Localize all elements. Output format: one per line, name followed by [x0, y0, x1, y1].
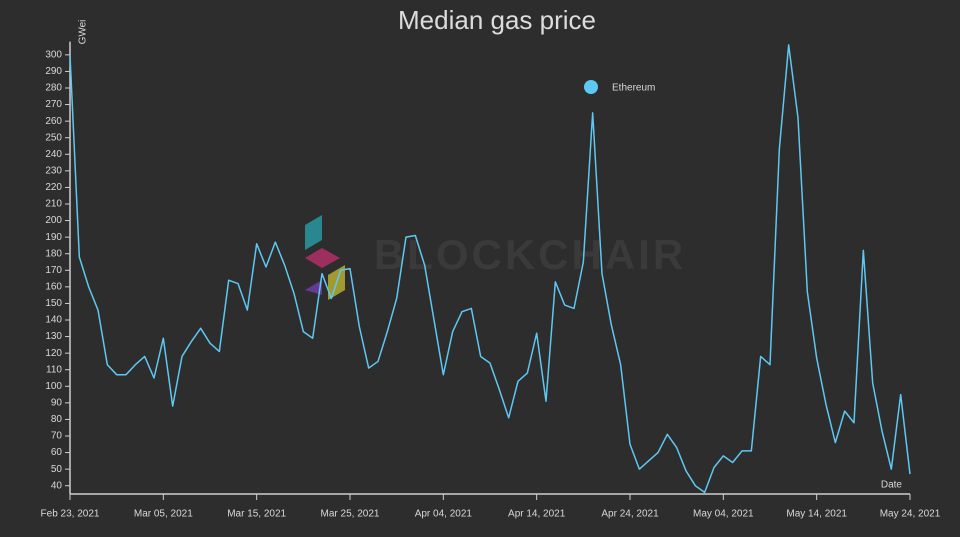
y-tick-label: 230 [45, 165, 62, 176]
y-tick-label: 200 [45, 215, 62, 226]
y-tick-label: 80 [51, 414, 63, 425]
x-tick-label: Apr 14, 2021 [508, 509, 566, 520]
x-tick-label: Apr 04, 2021 [415, 509, 473, 520]
y-tick-label: 40 [51, 480, 63, 491]
y-tick-label: 70 [51, 431, 63, 442]
y-tick-label: 160 [45, 281, 62, 292]
y-tick-label: 270 [45, 99, 62, 110]
x-tick-label: Mar 15, 2021 [227, 509, 286, 520]
y-tick-label: 190 [45, 232, 62, 243]
legend-marker [584, 80, 598, 94]
y-tick-label: 220 [45, 182, 62, 193]
x-tick-label: Feb 23, 2021 [41, 509, 100, 520]
y-tick-label: 280 [45, 83, 62, 94]
chart-title: Median gas price [398, 5, 596, 35]
y-tick-label: 60 [51, 447, 63, 458]
y-tick-label: 110 [46, 364, 62, 375]
watermark-logo [305, 215, 345, 300]
y-tick-label: 250 [45, 132, 62, 143]
legend-label: Ethereum [612, 83, 655, 94]
y-tick-label: 300 [45, 49, 62, 60]
y-tick-label: 290 [45, 66, 62, 77]
x-tick-label: May 14, 2021 [786, 509, 847, 520]
y-tick-label: 100 [45, 381, 62, 392]
y-tick-label: 120 [45, 348, 62, 359]
x-tick-label: Apr 24, 2021 [601, 509, 659, 520]
data-line [69, 44, 911, 494]
x-tick-label: May 04, 2021 [693, 509, 754, 520]
y-tick-label: 150 [45, 298, 62, 309]
y-tick-label: 260 [45, 116, 62, 127]
y-tick-label: 170 [45, 265, 62, 276]
x-tick-label: May 24, 2021 [880, 509, 941, 520]
y-tick-label: 210 [45, 199, 62, 210]
y-tick-label: 50 [51, 464, 63, 475]
y-tick-label: 90 [51, 397, 63, 408]
y-tick-label: 240 [45, 149, 62, 160]
y-tick-label: 130 [45, 331, 62, 342]
x-tick-label: Mar 25, 2021 [321, 509, 380, 520]
y-tick-label: 140 [45, 315, 62, 326]
x-tick-label: Mar 05, 2021 [134, 509, 193, 520]
y-axis-label: GWei [78, 20, 89, 45]
x-axis-label: Date [881, 480, 903, 491]
y-tick-label: 180 [45, 248, 62, 259]
